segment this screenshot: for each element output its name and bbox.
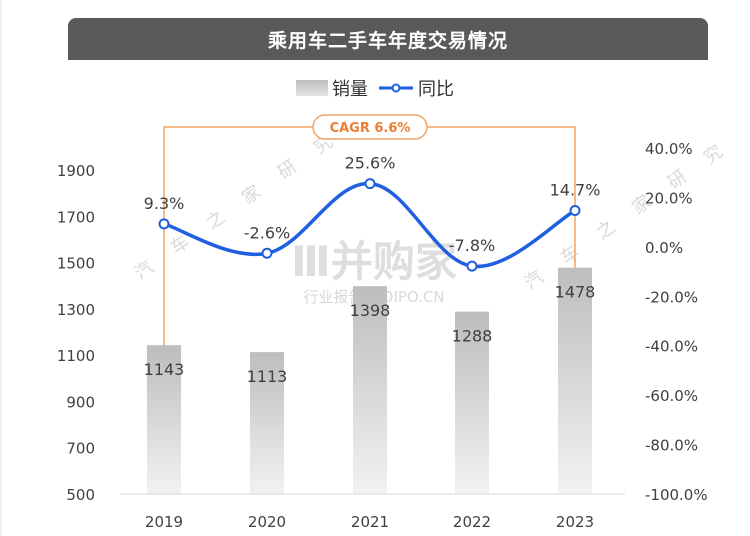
watermark-logo: Ⅲ并购家 [291,237,457,286]
yoy-label-2021: 25.6% [345,154,396,173]
yoy-point-2019 [158,218,170,230]
yoy-label-2020: -2.6% [244,223,290,242]
legend-label-sales: 销量 [332,79,368,100]
bar-2022 [455,311,489,494]
y-right-tick: -100.0% [645,486,708,504]
y-left-tick: 1500 [57,255,95,273]
y-right-tick: -60.0% [645,387,698,405]
bar-label-2023: 1478 [555,283,596,302]
y-left-tick: 1700 [57,208,95,226]
cagr-label: CAGR 6.6% [330,121,411,136]
legend-item-yoy: 同比 [378,75,454,101]
legend-bar-swatch [296,80,328,96]
yoy-point-2022 [466,260,478,272]
bar-series [147,267,592,494]
cagr-pill [312,114,428,140]
yoy-label-2023: 14.7% [550,181,601,200]
bar-label-2020: 1113 [247,367,288,386]
x-tick-2021: 2021 [351,513,389,531]
legend-label-yoy: 同比 [418,79,454,100]
y-right-tick: 20.0% [645,189,693,207]
y-right-tick: -20.0% [645,288,698,306]
x-tick-2022: 2022 [453,513,491,531]
bar-2019 [147,345,181,494]
y-left-tick: 1300 [57,301,95,319]
y-right-tick: -40.0% [645,338,698,356]
y-left-tick: 1900 [57,162,95,180]
bar-2023 [558,267,592,494]
legend-line-swatch [379,83,413,93]
y-left-tick: 900 [66,393,95,411]
yoy-point-2023 [569,205,581,217]
yoy-point-2021 [364,178,376,190]
x-tick-2019: 2019 [145,513,183,531]
y-left-tick: 700 [66,440,95,458]
bar-2021 [353,286,387,494]
yoy-label-2019: 9.3% [144,194,185,213]
bar-2020 [250,352,284,494]
watermark-side-right: 汽 车 之 家 研 究 [521,135,735,294]
legend-item-sales: 销量 [296,75,368,101]
yoy-point-2020 [261,247,273,259]
x-tick-2020: 2020 [248,513,286,531]
window-edge [0,0,2,536]
bar-label-2022: 1288 [452,327,493,346]
legend: 销量 同比 [0,76,750,100]
data-labels: 1143 1113 1398 1288 1478 9.3% -2.6% 25.6% -7.8% 1… [144,154,601,387]
yoy-label-2022: -7.8% [449,236,495,255]
y-right-tick: 40.0% [645,140,693,158]
y-left-tick: 1100 [57,347,95,365]
bar-label-2021: 1398 [350,301,391,320]
y-right-tick: -80.0% [645,437,698,455]
cagr-bracket: CAGR 6.6% [163,114,576,346]
y-right-tick: 0.0% [645,239,683,257]
x-tick-2023: 2023 [556,513,594,531]
bar-label-2019: 1143 [144,360,185,379]
line-series [158,178,581,272]
axes: 2019 2020 2021 2022 2023 1900 1700 1500 1300 1100… [57,140,708,531]
y-left-tick: 500 [66,486,95,504]
chart-title: 乘用车二手车年度交易情况 [68,18,708,60]
